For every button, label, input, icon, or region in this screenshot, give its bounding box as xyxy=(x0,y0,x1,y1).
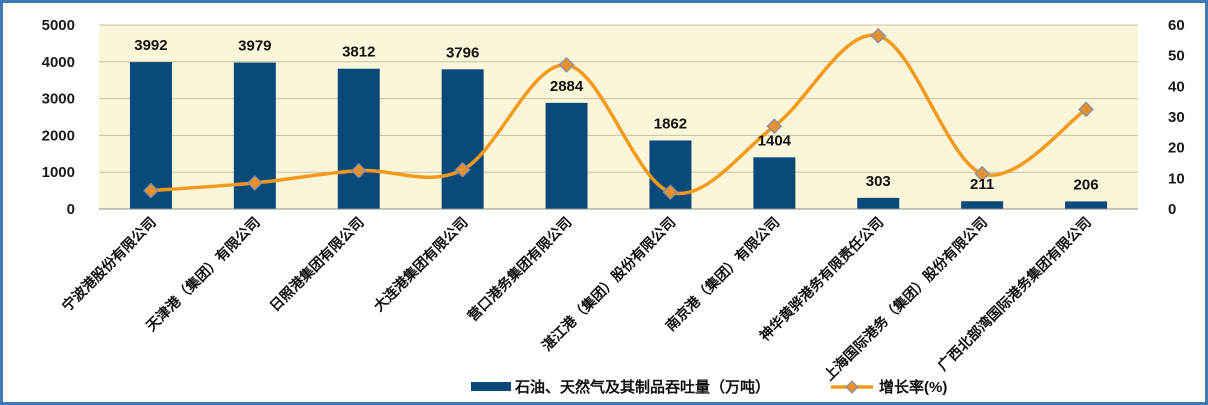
category-label: 南京港（集团）有限公司 xyxy=(662,214,782,334)
growth-rate-marker xyxy=(662,184,679,200)
y-left-tick-label: 2000 xyxy=(42,127,75,144)
growth-rate-marker xyxy=(870,27,887,44)
combo-chart: 0 1000 2000 3000 4000 5000 0 10 20 30 40 50 60 3992 39… xyxy=(42,17,1185,396)
legend-line-label: 增长率(%) xyxy=(879,378,947,396)
category-label: 日照港集团有限公司 xyxy=(266,214,366,314)
bar xyxy=(961,201,1004,209)
bar-value-label: 3992 xyxy=(134,37,167,54)
bar-value-label: 3796 xyxy=(446,44,479,61)
bar-value-label: 206 xyxy=(1074,176,1099,193)
category-label: 宁波港股份有限公司 xyxy=(59,214,159,314)
y-right-tick-label: 40 xyxy=(1168,78,1185,95)
growth-rate-marker xyxy=(247,175,263,191)
growth-rate-marker xyxy=(974,165,990,182)
y-left-tick-label: 5000 xyxy=(42,17,75,34)
bar xyxy=(857,197,900,209)
y-left-tick-label: 0 xyxy=(67,201,75,218)
y-right-tick-label: 0 xyxy=(1168,201,1176,218)
y-left-tick-label: 1000 xyxy=(42,164,75,181)
growth-rate-marker xyxy=(350,162,367,179)
y-right-tick-label: 50 xyxy=(1168,48,1185,65)
bar-value-label: 3812 xyxy=(342,44,375,61)
y-right-tick-label: 20 xyxy=(1168,140,1185,157)
bar-value-label: 3979 xyxy=(238,38,271,55)
bar xyxy=(441,69,484,210)
category-label: 大连港集团有限公司 xyxy=(370,214,470,314)
y-left-tick-label: 3000 xyxy=(42,91,75,108)
bar-value-label: 303 xyxy=(866,173,891,190)
legend-bar-label: 石油、天然气及其制品吞吐量（万吨） xyxy=(514,378,770,396)
growth-rate-line xyxy=(150,33,1088,196)
y-right-tick-label: 60 xyxy=(1168,17,1185,34)
y-right-tick-label: 10 xyxy=(1168,170,1185,187)
bar-value-label: 211 xyxy=(970,176,994,193)
bar xyxy=(545,102,588,209)
growth-rate-marker xyxy=(558,57,575,73)
growth-rate-marker xyxy=(1078,101,1094,118)
category-label: 上海国际港务（集团）股份有限公司 xyxy=(821,214,991,384)
bar-value-label: 1404 xyxy=(758,132,792,149)
bar xyxy=(753,157,796,209)
category-label: 天津港（集团）有限公司 xyxy=(143,214,263,334)
legend-line-marker xyxy=(845,380,859,394)
bar xyxy=(337,68,380,209)
category-label: 营口港务集团有限公司 xyxy=(464,214,574,324)
bar xyxy=(1065,201,1108,209)
legend-bar-swatch xyxy=(471,382,511,391)
y-left-tick-label: 4000 xyxy=(42,54,75,71)
bar-value-label: 1862 xyxy=(654,115,687,132)
growth-rate-marker xyxy=(143,182,159,199)
bar-value-label: 2884 xyxy=(550,78,584,95)
y-right-tick-label: 30 xyxy=(1168,109,1185,126)
category-label: 神华黄骅港务有限责任公司 xyxy=(756,214,886,344)
growth-rate-marker xyxy=(766,118,783,135)
growth-rate-marker xyxy=(454,161,471,178)
